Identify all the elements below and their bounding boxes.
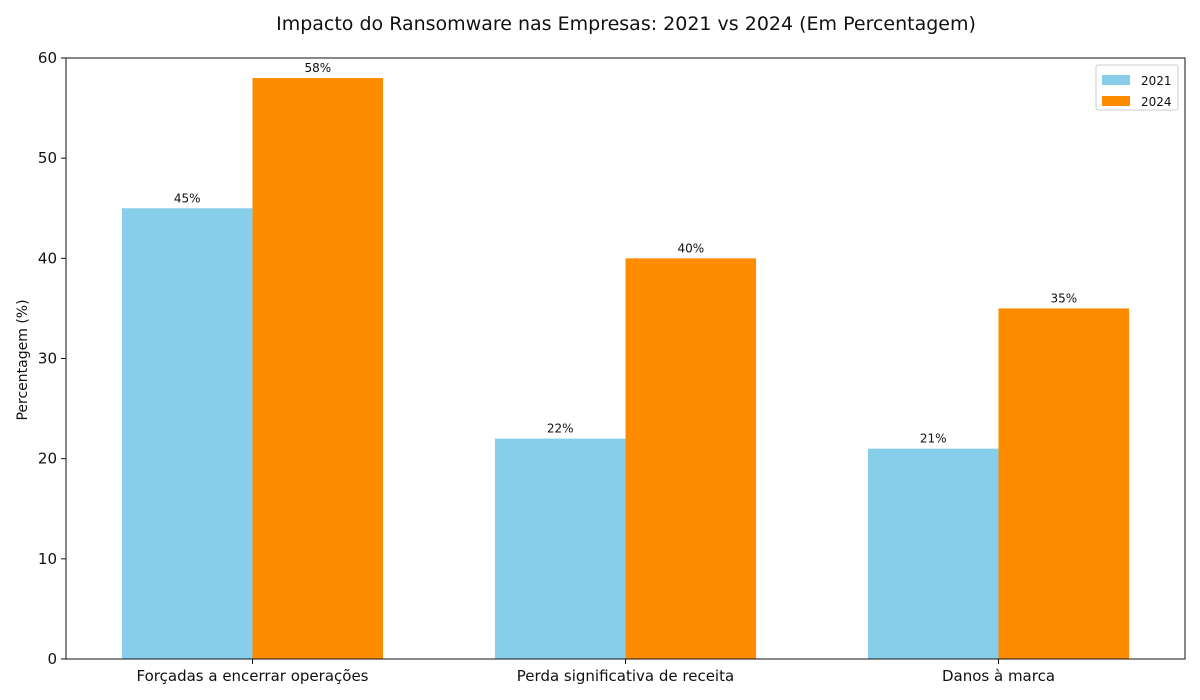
legend-label: 2024 bbox=[1141, 95, 1172, 109]
plot-frame bbox=[65, 57, 1186, 660]
data-label: 35% bbox=[1050, 291, 1077, 305]
category-label: Forçadas a encerrar operações bbox=[137, 667, 369, 685]
legend-label: 2021 bbox=[1141, 74, 1172, 88]
y-tick-label: 0 bbox=[47, 650, 57, 668]
y-tick-label: 30 bbox=[38, 350, 57, 368]
chart-title: Impacto do Ransomware nas Empresas: 2021… bbox=[276, 13, 976, 35]
category-label: Danos à marca bbox=[942, 667, 1055, 685]
legend-swatch-2024 bbox=[1102, 96, 1130, 106]
data-label: 45% bbox=[174, 191, 201, 205]
bar-2021-2 bbox=[494, 438, 626, 659]
y-axis-label: Percentagem (%) bbox=[15, 299, 31, 420]
y-tick-label: 60 bbox=[38, 49, 57, 67]
bar-2024-2 bbox=[625, 258, 757, 659]
legend: 2021 2024 bbox=[1095, 64, 1179, 111]
category-label: Perda significativa de receita bbox=[517, 667, 734, 685]
data-label: 40% bbox=[677, 241, 704, 255]
bar-2024-3 bbox=[998, 308, 1130, 659]
legend-swatch-2021 bbox=[1102, 75, 1130, 85]
y-tick-label: 10 bbox=[38, 550, 57, 568]
plot-area: 0 10 20 30 40 50 60 45% 58% Forçadas a encerrar o… bbox=[38, 49, 1130, 685]
bar-2021-3 bbox=[867, 448, 999, 659]
y-tick-label: 50 bbox=[38, 149, 57, 167]
y-tick-label: 40 bbox=[38, 249, 57, 267]
y-tick-label: 20 bbox=[38, 450, 57, 468]
bar-2021-1 bbox=[121, 208, 253, 659]
data-label: 58% bbox=[304, 61, 331, 75]
bar-2024-1 bbox=[252, 78, 384, 660]
data-label: 22% bbox=[547, 422, 574, 436]
data-label: 21% bbox=[920, 432, 947, 446]
